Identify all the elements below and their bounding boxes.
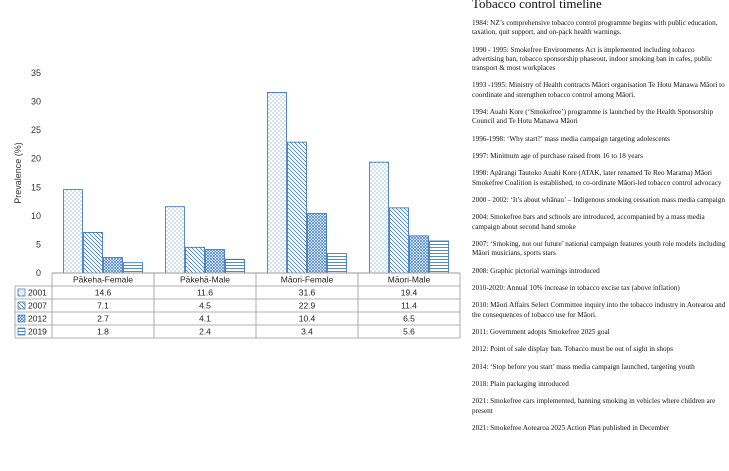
timeline-event: 2014: ‘Stop before you start’ mass media… — [472, 362, 695, 371]
bar-2012-1 — [205, 249, 225, 274]
bar-2012-2 — [307, 213, 327, 274]
legend-key-2007 — [17, 301, 26, 310]
prevalence-chart: Prevalence (%) 0 5 10 15 20 25 30 35 Pākeha-Fem… — [13, 68, 461, 339]
bar-2001-0 — [63, 189, 83, 274]
timeline-event: 1996-1998: ‘Why start?’ mass media campa… — [472, 134, 670, 143]
bar-2001-2 — [267, 92, 287, 274]
y-tick-label: 20 — [31, 154, 41, 164]
category-label: Pākehā-Male — [180, 275, 230, 285]
timeline-event: 2007: ‘Smoking, not our future’ national… — [472, 239, 726, 258]
y-tick-label: 35 — [31, 68, 41, 78]
table-cell: 4.5 — [199, 301, 211, 311]
y-tick-label: 10 — [31, 211, 41, 221]
timeline-event: 2012: Point of sale display ban. Tobacco… — [472, 345, 673, 354]
legend-key-2012 — [17, 314, 26, 323]
bar-2012-0 — [103, 257, 123, 274]
table-cell: 11.6 — [197, 288, 213, 298]
table-cell: 6.5 — [403, 314, 415, 324]
timeline-event: 2021: Smokefree Aotearoa 2025 Action Pla… — [472, 424, 670, 433]
timeline-event: 1994: Auahi Kore (‘Smokefree’) programme… — [472, 107, 714, 126]
bar-2019-3 — [429, 240, 449, 274]
timeline-events: 1984: NZ’s comprehensive tobacco control… — [472, 19, 727, 433]
series-label: 2001 — [28, 288, 47, 298]
timeline-event: 2018: Plain packaging introduced — [472, 380, 569, 389]
timeline-title: Tobacco control timeline — [472, 0, 602, 11]
bar-2019-1 — [225, 258, 245, 274]
table-cell: 3.4 — [301, 327, 313, 337]
bar-2007-1 — [185, 246, 205, 274]
table-cell: 2.4 — [199, 327, 211, 337]
timeline-event: 2010: Māori Affairs Select Committee inq… — [472, 301, 726, 319]
timeline-panel: Tobacco control timeline 1984: NZ’s comp… — [472, 0, 727, 471]
timeline-event: 2008: Graphic pictorial warnings introdu… — [472, 266, 600, 275]
bar-2001-1 — [165, 206, 185, 274]
table-cell: 11.4 — [401, 301, 417, 311]
bar-2019-2 — [327, 253, 347, 274]
table-cell: 14.6 — [95, 288, 112, 298]
timeline-event: 2011: Government adopts Smokefree 2025 g… — [472, 327, 610, 336]
timeline-event: 2010-2020: Annual 10% increase in tobacc… — [472, 283, 680, 292]
bar-2019-0 — [123, 262, 143, 274]
table-cell: 1.8 — [97, 327, 109, 337]
timeline-event: 2000 - 2002: ‘It’s about whānau’ – Indig… — [472, 195, 725, 204]
bar-2001-3 — [369, 161, 389, 274]
series-label: 2007 — [28, 301, 47, 311]
y-axis-label: Prevalence (%) — [13, 142, 23, 204]
timeline-event: 1984: NZ’s comprehensive tobacco control… — [472, 19, 718, 37]
table-cell: 19.4 — [401, 288, 418, 298]
y-tick-label: 15 — [31, 182, 41, 192]
series-label: 2012 — [28, 314, 47, 324]
table-cell: 4.1 — [199, 314, 211, 324]
bar-2012-3 — [409, 235, 429, 274]
y-axis: 0 5 10 15 20 25 30 35 — [31, 68, 41, 278]
legend-key-2019 — [17, 327, 26, 336]
category-label: Māori-Female — [281, 275, 334, 285]
bar-2007-2 — [287, 141, 307, 274]
timeline-event: 2004: Smokefree bars and schools are int… — [472, 213, 705, 231]
table-cell: 31.6 — [299, 288, 316, 298]
timeline-event: 1997: Minimum age of purchase raised fro… — [472, 151, 643, 160]
category-label: Māori-Male — [388, 275, 431, 285]
legend-key-2001 — [17, 288, 26, 297]
table-cell: 2.7 — [97, 314, 109, 324]
data-table: Pākeha-Female Pākehā-Male Māori-Female Māor… — [14, 272, 461, 339]
category-label: Pākeha-Female — [73, 275, 133, 285]
table-cell: 10.4 — [299, 314, 316, 324]
table-cell: 5.6 — [403, 327, 415, 337]
bar-2007-0 — [83, 232, 103, 274]
y-tick-label: 0 — [36, 268, 41, 278]
bar-2007-3 — [389, 207, 409, 274]
bars-group — [52, 92, 460, 274]
timeline-event: 1990 - 1995: Smokefree Environments Act … — [472, 45, 713, 72]
y-tick-label: 30 — [31, 97, 41, 107]
timeline-event: 1993 -1995: Ministry of Health contracts… — [472, 81, 725, 99]
series-label: 2019 — [28, 327, 47, 337]
y-tick-label: 5 — [36, 239, 41, 249]
y-tick-label: 25 — [31, 125, 41, 135]
table-cell: 7.1 — [97, 301, 109, 311]
table-cell: 22.9 — [299, 301, 316, 311]
timeline-event: 1998: Apārangi Tautoko Auahi Kore (ATAK,… — [472, 169, 722, 187]
timeline-event: 2021: Smokefree cars implemented, bannin… — [472, 397, 716, 415]
